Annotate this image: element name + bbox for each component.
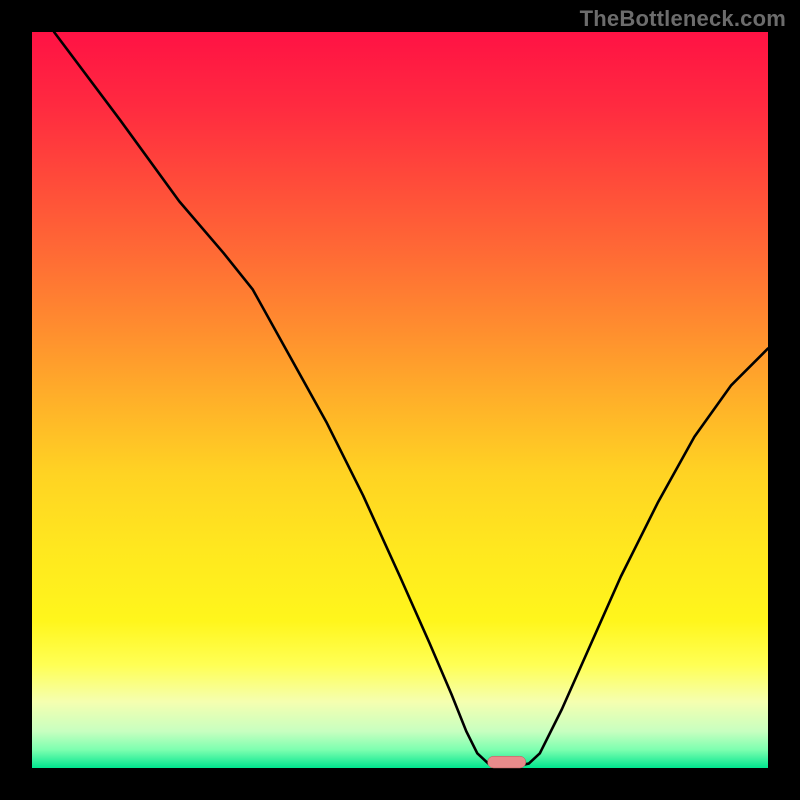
watermark-text: TheBottleneck.com [580,6,786,32]
plot-background [32,32,768,768]
chart-container: TheBottleneck.com [0,0,800,800]
optimum-marker [488,756,526,768]
bottleneck-chart [0,0,800,800]
